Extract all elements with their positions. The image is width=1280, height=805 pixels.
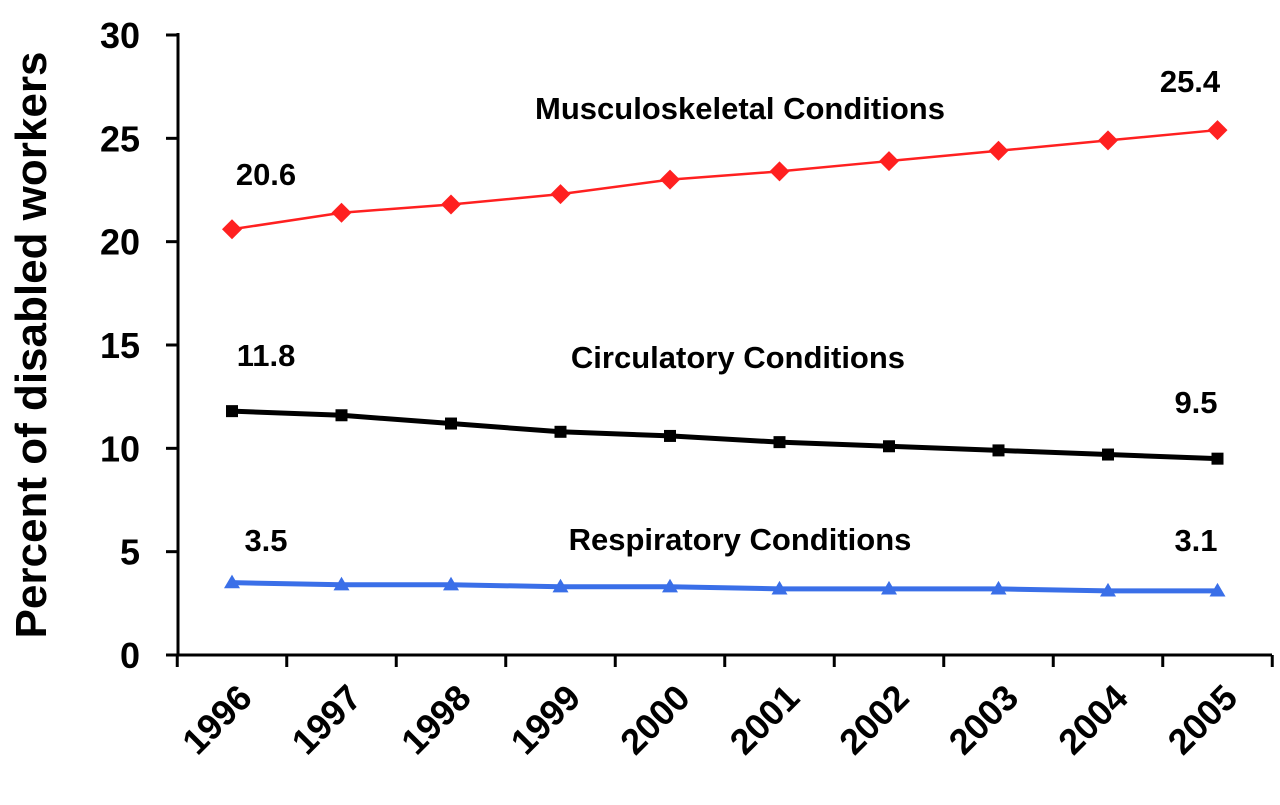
y-tick-label: 20	[100, 222, 140, 263]
series-square	[226, 405, 1224, 465]
data-point-triangle	[1100, 582, 1116, 597]
data-point-triangle	[224, 574, 240, 589]
x-tick-label: 2001	[722, 677, 808, 763]
data-label-respiratory-end: 3.1	[1174, 523, 1217, 558]
x-tick-label: 2005	[1160, 677, 1246, 763]
data-point-triangle	[552, 578, 569, 593]
data-point-square	[335, 409, 348, 422]
data-point-square	[883, 440, 895, 453]
axes	[166, 33, 1274, 667]
x-tick-label: 2002	[831, 677, 917, 763]
data-point-triangle	[443, 576, 459, 591]
x-tick-label: 2004	[1050, 677, 1136, 763]
data-point-square	[1211, 452, 1224, 465]
data-point-square	[664, 429, 676, 442]
series-diamond	[222, 120, 1228, 240]
data-point-diamond	[1098, 130, 1118, 151]
series-group	[222, 120, 1228, 597]
data-point-triangle	[333, 576, 350, 591]
data-point-triangle	[771, 580, 788, 595]
data-point-square	[1102, 448, 1114, 461]
data-label-musculoskeletal-start: 20.6	[236, 157, 296, 192]
y-tick-labels: 0 5 10 15 20 25 30	[100, 15, 140, 676]
data-point-square	[445, 417, 457, 430]
data-point-diamond	[1207, 120, 1228, 141]
series-label-musculoskeletal: Musculoskeletal Conditions	[535, 91, 945, 126]
data-point-diamond	[550, 184, 571, 205]
series-line	[231, 580, 1218, 594]
y-tick-label: 10	[100, 428, 140, 469]
y-axis-label: Percent of disabled workers	[7, 52, 56, 639]
x-tick-label: 2003	[941, 677, 1027, 763]
data-point-triangle	[990, 580, 1007, 595]
x-tick-labels: 1996 1997 1998 1999 2000 2001 2002 2003 2004 2005	[174, 677, 1245, 763]
data-label-circulatory-end: 9.5	[1174, 385, 1217, 420]
x-tick-label: 1998	[393, 677, 479, 763]
y-tick-label: 15	[100, 325, 140, 366]
data-point-square	[992, 444, 1005, 457]
series-triangle	[224, 574, 1226, 597]
data-point-diamond	[660, 169, 680, 190]
data-point-diamond	[222, 219, 242, 240]
y-tick-label: 0	[120, 635, 140, 676]
data-label-respiratory-start: 3.5	[244, 523, 287, 558]
x-tick-label: 1996	[174, 677, 260, 763]
data-point-diamond	[331, 202, 352, 223]
series-line	[231, 408, 1218, 462]
x-tick-label: 1997	[284, 677, 370, 763]
y-tick-label: 5	[120, 532, 140, 573]
data-point-triangle	[1209, 582, 1226, 597]
data-point-square	[554, 425, 567, 438]
data-point-diamond	[879, 151, 899, 172]
data-point-square	[773, 436, 786, 449]
x-tick-label: 2000	[612, 677, 698, 763]
data-point-triangle	[881, 580, 897, 595]
series-line	[231, 128, 1218, 231]
series-label-respiratory: Respiratory Conditions	[569, 522, 912, 557]
y-tick-label: 25	[100, 118, 140, 159]
x-tick-label: 1999	[503, 677, 589, 763]
y-tick-label: 30	[100, 15, 140, 56]
data-point-diamond	[441, 194, 461, 215]
data-point-triangle	[662, 578, 678, 593]
series-label-circulatory: Circulatory Conditions	[571, 340, 905, 375]
data-point-diamond	[769, 161, 790, 182]
data-label-circulatory-start: 11.8	[237, 338, 296, 373]
data-label-musculoskeletal-end: 25.4	[1160, 64, 1221, 99]
data-point-square	[226, 405, 238, 418]
data-point-diamond	[988, 140, 1009, 161]
